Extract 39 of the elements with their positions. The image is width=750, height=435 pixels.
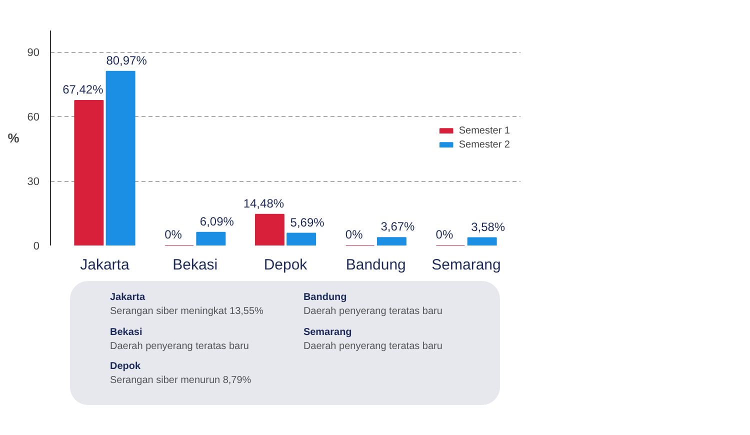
text: Bandung xyxy=(303,292,347,303)
bar xyxy=(376,237,406,246)
data-label: 14,48% xyxy=(243,196,284,210)
y-tick-label: 90 xyxy=(27,47,40,59)
data-label: 6,09% xyxy=(200,214,234,228)
x-tick-label: Semarang xyxy=(432,256,501,274)
bar xyxy=(254,214,284,246)
legend-label: Semester 1 xyxy=(458,125,510,136)
data-label: 3,67% xyxy=(380,220,416,234)
bar xyxy=(286,232,316,246)
x-tick-label: Bandung xyxy=(346,256,406,274)
y-tick-label: 0 xyxy=(33,240,40,252)
text: Jakarta xyxy=(110,292,146,303)
data-label: 80,97% xyxy=(106,53,148,68)
data-label: 0% xyxy=(164,228,182,242)
data-label: 0% xyxy=(436,228,454,242)
text: Serangan siber meningkat 13,55% xyxy=(110,306,264,318)
x-tick-label: Depok xyxy=(264,256,308,274)
text: Semarang xyxy=(303,326,352,338)
y-tick-label: 30 xyxy=(27,176,40,188)
data-label: 67,42% xyxy=(62,82,104,97)
bar xyxy=(74,100,104,246)
bar xyxy=(196,232,226,246)
text: Depok xyxy=(110,361,141,372)
data-label: 5,69% xyxy=(290,215,325,230)
y-tick-label: 60 xyxy=(27,112,40,124)
text: Serangan siber menurun 8,79% xyxy=(110,375,252,386)
bar xyxy=(106,70,136,246)
text: Bekasi xyxy=(110,326,142,338)
x-tick-label: Jakarta xyxy=(80,256,130,274)
text: Daerah penyerang teratas baru xyxy=(303,306,442,318)
y-axis-title: % xyxy=(8,130,20,146)
text: Daerah penyerang teratas baru xyxy=(110,340,249,352)
data-label: 0% xyxy=(345,228,364,242)
text: Daerah penyerang teratas baru xyxy=(303,340,442,352)
x-tick-label: Bekasi xyxy=(172,256,218,274)
data-label: 3,58% xyxy=(471,220,506,234)
legend-label: Semester 2 xyxy=(458,139,510,150)
bar xyxy=(467,237,497,246)
